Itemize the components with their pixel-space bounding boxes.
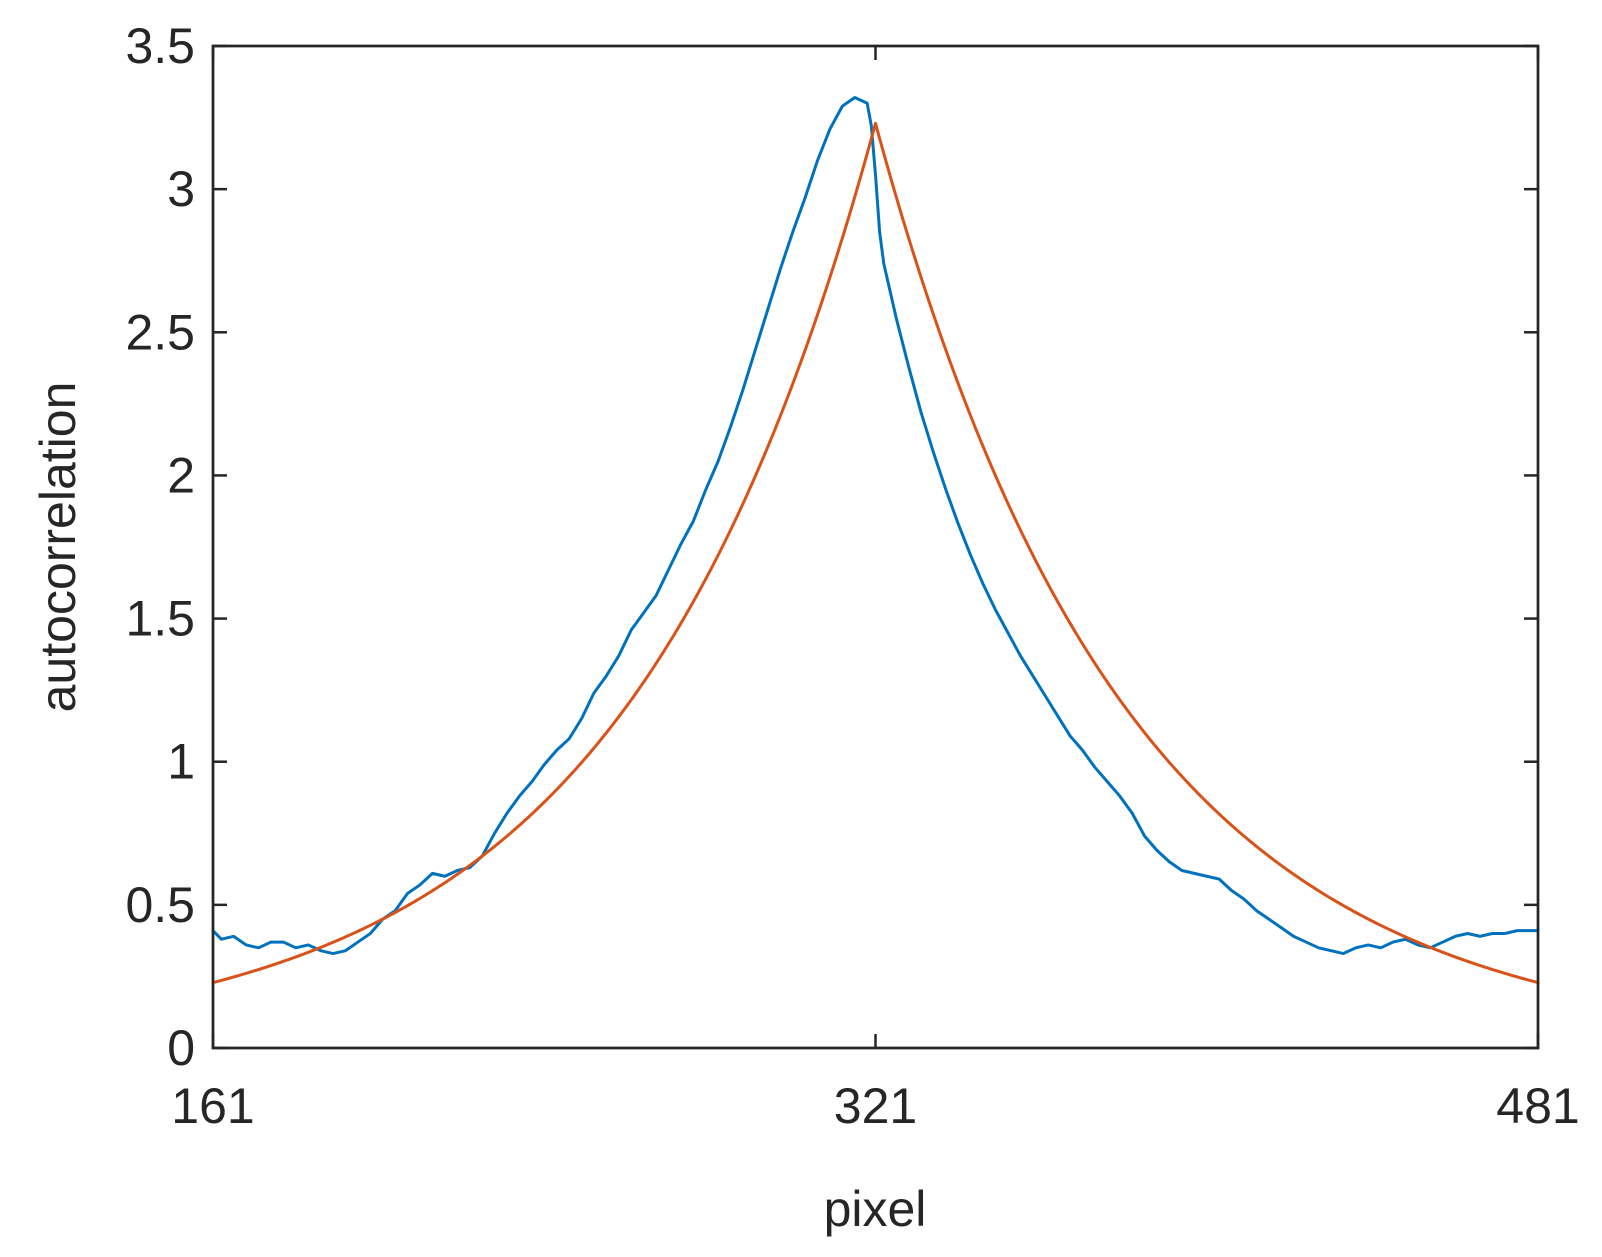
y-tick-label: 0 xyxy=(167,1020,195,1076)
axes-frame xyxy=(211,44,1540,1050)
y-tick-label: 3 xyxy=(167,161,195,217)
y-tick-label: 1.5 xyxy=(125,591,195,647)
measured-autocorrelation-line xyxy=(211,96,1540,956)
y-tick-label: 1 xyxy=(167,734,195,790)
x-tick-label: 321 xyxy=(834,1078,917,1134)
plot-area xyxy=(211,44,1540,1050)
y-tick-label: 2 xyxy=(167,447,195,503)
y-tick-labels: 0 0.5 1 1.5 2 2.5 3 3.5 xyxy=(125,18,195,1076)
x-axis-title: pixel xyxy=(824,1181,927,1237)
fitted-exponential-line xyxy=(211,121,1540,985)
x-tick-label: 481 xyxy=(1496,1078,1579,1134)
x-tick-labels: 161 321 481 xyxy=(171,1078,1579,1134)
y-tick-label: 3.5 xyxy=(125,18,195,74)
y-tick-label: 2.5 xyxy=(125,304,195,360)
x-tick-label: 161 xyxy=(171,1078,254,1134)
y-tick-label: 0.5 xyxy=(125,877,195,933)
y-axis-title: autocorrelation xyxy=(30,382,86,713)
series-layer xyxy=(211,96,1540,985)
